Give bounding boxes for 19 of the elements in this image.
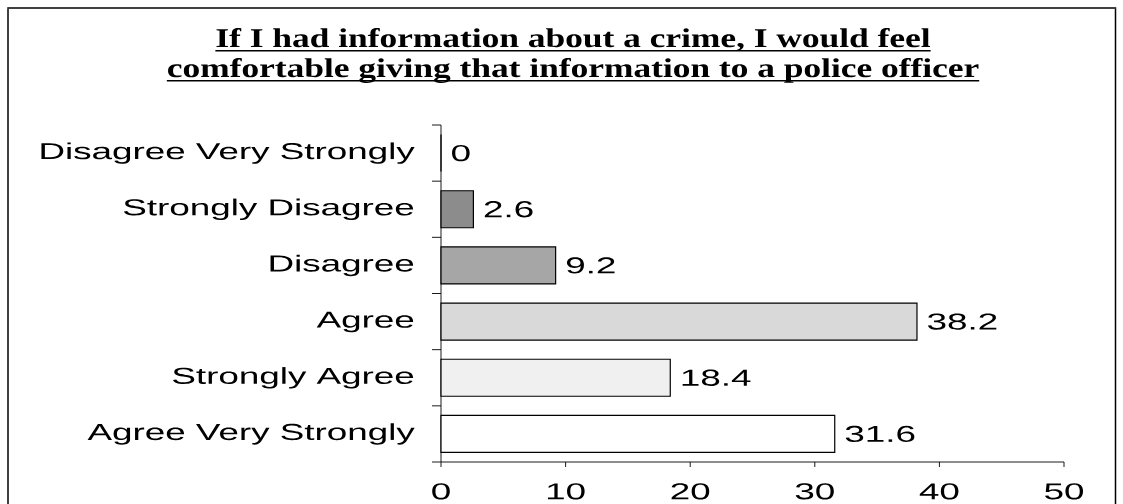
chart-title: If I had information about a crime, I would feel comfortable giving that information to a police officer xyxy=(168,27,979,83)
x-tick-label: 40 xyxy=(919,483,959,500)
data-label: 31.6 xyxy=(845,425,915,443)
y-tick-label: Disagree xyxy=(270,254,414,277)
data-label: 9.2 xyxy=(566,257,615,274)
data-label: 0 xyxy=(452,144,470,162)
y-tick-label: Strongly Disagree xyxy=(123,198,414,221)
y-tick-label: Disagree Very Strongly xyxy=(41,142,415,164)
x-tick-label: 50 xyxy=(1045,483,1084,500)
data-label: 2.6 xyxy=(484,201,533,218)
y-tick-label: Agree Very Strongly xyxy=(87,423,415,445)
x-tick-label: 20 xyxy=(671,483,710,500)
x-tick-label: 0 xyxy=(432,483,450,500)
data-label: 38.2 xyxy=(927,313,997,330)
data-label: 18.4 xyxy=(682,369,751,386)
x-tick-label: 30 xyxy=(795,483,834,500)
y-tick-label: Agree xyxy=(316,311,414,333)
x-tick-label: 10 xyxy=(547,483,585,500)
y-tick-label: Strongly Agree xyxy=(173,367,414,389)
